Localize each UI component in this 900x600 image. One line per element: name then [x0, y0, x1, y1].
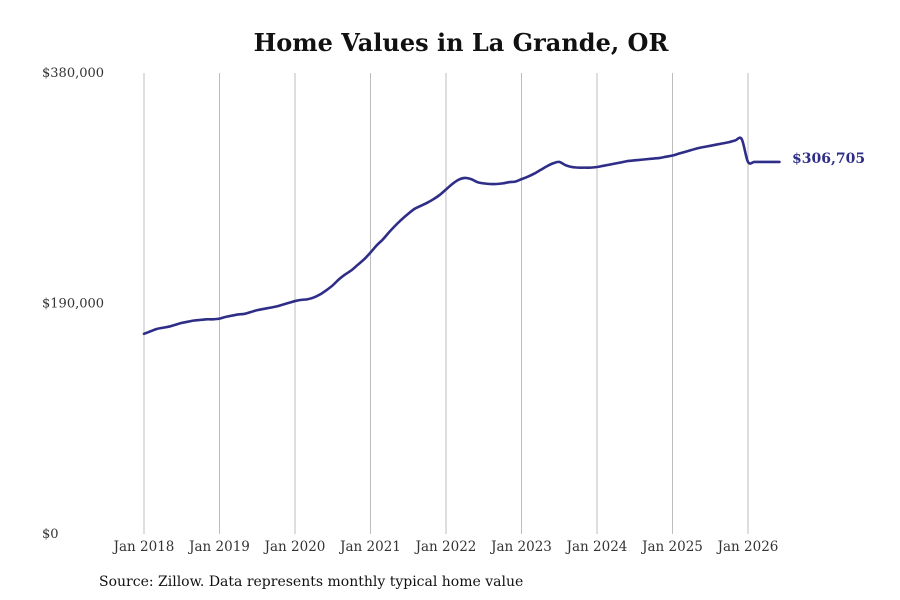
y-tick-label: $0: [42, 527, 59, 542]
x-tick-label: Jan 2021: [338, 539, 401, 555]
x-tick-label: Jan 2024: [565, 539, 628, 555]
y-tick-label: $190,000: [42, 297, 104, 312]
chart-title: Home Values in La Grande, OR: [253, 28, 669, 57]
x-tick-label: Jan 2023: [489, 539, 552, 555]
x-tick-label: Jan 2026: [716, 539, 779, 555]
end-value-label: $306,705: [792, 151, 865, 167]
x-tick-label: Jan 2020: [263, 539, 326, 555]
y-tick-label: $380,000: [42, 66, 104, 81]
series-line: [142, 136, 781, 336]
x-tick-label: Jan 2025: [640, 539, 703, 555]
source-note: Source: Zillow. Data represents monthly …: [99, 574, 524, 590]
x-tick-label: Jan 2018: [112, 539, 175, 555]
x-tick-label: Jan 2019: [187, 539, 250, 555]
x-tick-label: Jan 2022: [414, 539, 477, 555]
